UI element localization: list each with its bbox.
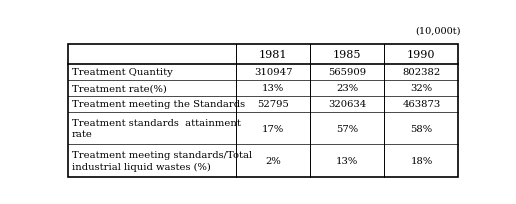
Text: 463873: 463873 bbox=[402, 100, 441, 109]
Text: 565909: 565909 bbox=[328, 68, 366, 77]
Text: 13%: 13% bbox=[336, 156, 359, 165]
Text: 2%: 2% bbox=[265, 156, 281, 165]
Text: 57%: 57% bbox=[336, 124, 358, 133]
Text: 310947: 310947 bbox=[254, 68, 293, 77]
Text: 18%: 18% bbox=[410, 156, 432, 165]
Bar bbox=[69, 45, 458, 177]
Text: 1990: 1990 bbox=[407, 50, 436, 60]
Text: 1985: 1985 bbox=[333, 50, 362, 60]
Text: Treatment standards  attainment
rate: Treatment standards attainment rate bbox=[72, 119, 240, 139]
Text: Treatment meeting standards/Total
industrial liquid wastes (%): Treatment meeting standards/Total indust… bbox=[72, 151, 252, 171]
Text: 52795: 52795 bbox=[257, 100, 289, 109]
Text: Treatment rate(%): Treatment rate(%) bbox=[72, 84, 167, 93]
Text: Treatment Quantity: Treatment Quantity bbox=[72, 68, 172, 77]
Text: 320634: 320634 bbox=[328, 100, 366, 109]
Text: (10,000t): (10,000t) bbox=[415, 27, 460, 35]
Text: 17%: 17% bbox=[262, 124, 284, 133]
Text: 23%: 23% bbox=[336, 84, 358, 93]
Text: 1981: 1981 bbox=[259, 50, 287, 60]
Text: 13%: 13% bbox=[262, 84, 284, 93]
Text: 32%: 32% bbox=[410, 84, 432, 93]
Text: 58%: 58% bbox=[410, 124, 432, 133]
Text: 802382: 802382 bbox=[402, 68, 441, 77]
Text: Treatment meeting the Standards: Treatment meeting the Standards bbox=[72, 100, 245, 109]
